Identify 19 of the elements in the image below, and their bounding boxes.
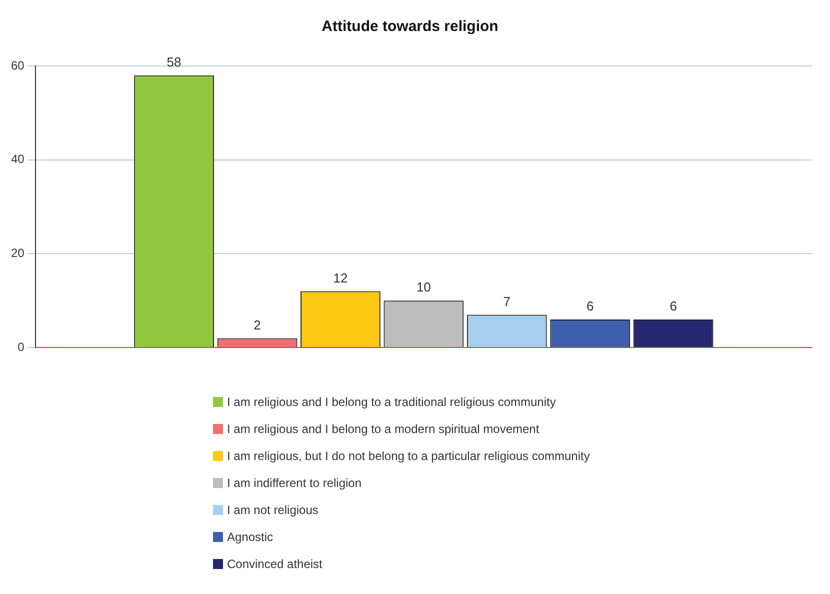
data-label: 58: [166, 54, 182, 70]
data-label: 10: [416, 280, 431, 295]
legend-label: I am religious and I belong to a modern spiritual movement: [227, 422, 540, 436]
data-label: 6: [586, 298, 594, 314]
y-tick-label: 20: [10, 246, 25, 260]
data-label: 6: [670, 298, 677, 314]
y-tick-label: 60: [10, 58, 25, 72]
data-label: 2: [254, 317, 261, 332]
data-label: 7: [503, 294, 511, 309]
legend-label: I am indifferent to religion: [227, 476, 362, 490]
y-tick-label: 40: [10, 152, 25, 166]
y-tick-label: 0: [18, 340, 25, 354]
legend-label: I am religious and I belong to a traditional religious community: [227, 394, 556, 408]
legend-label: Agnostic: [227, 530, 274, 544]
legend-label: Convinced atheist: [227, 556, 322, 570]
data-label: 12: [333, 270, 348, 286]
chart-title: Attitude towards religion: [322, 18, 498, 36]
legend-label: I am not religious: [227, 502, 318, 516]
legend-label: I am religious, but I do not belong to a particular religious community: [227, 448, 590, 462]
